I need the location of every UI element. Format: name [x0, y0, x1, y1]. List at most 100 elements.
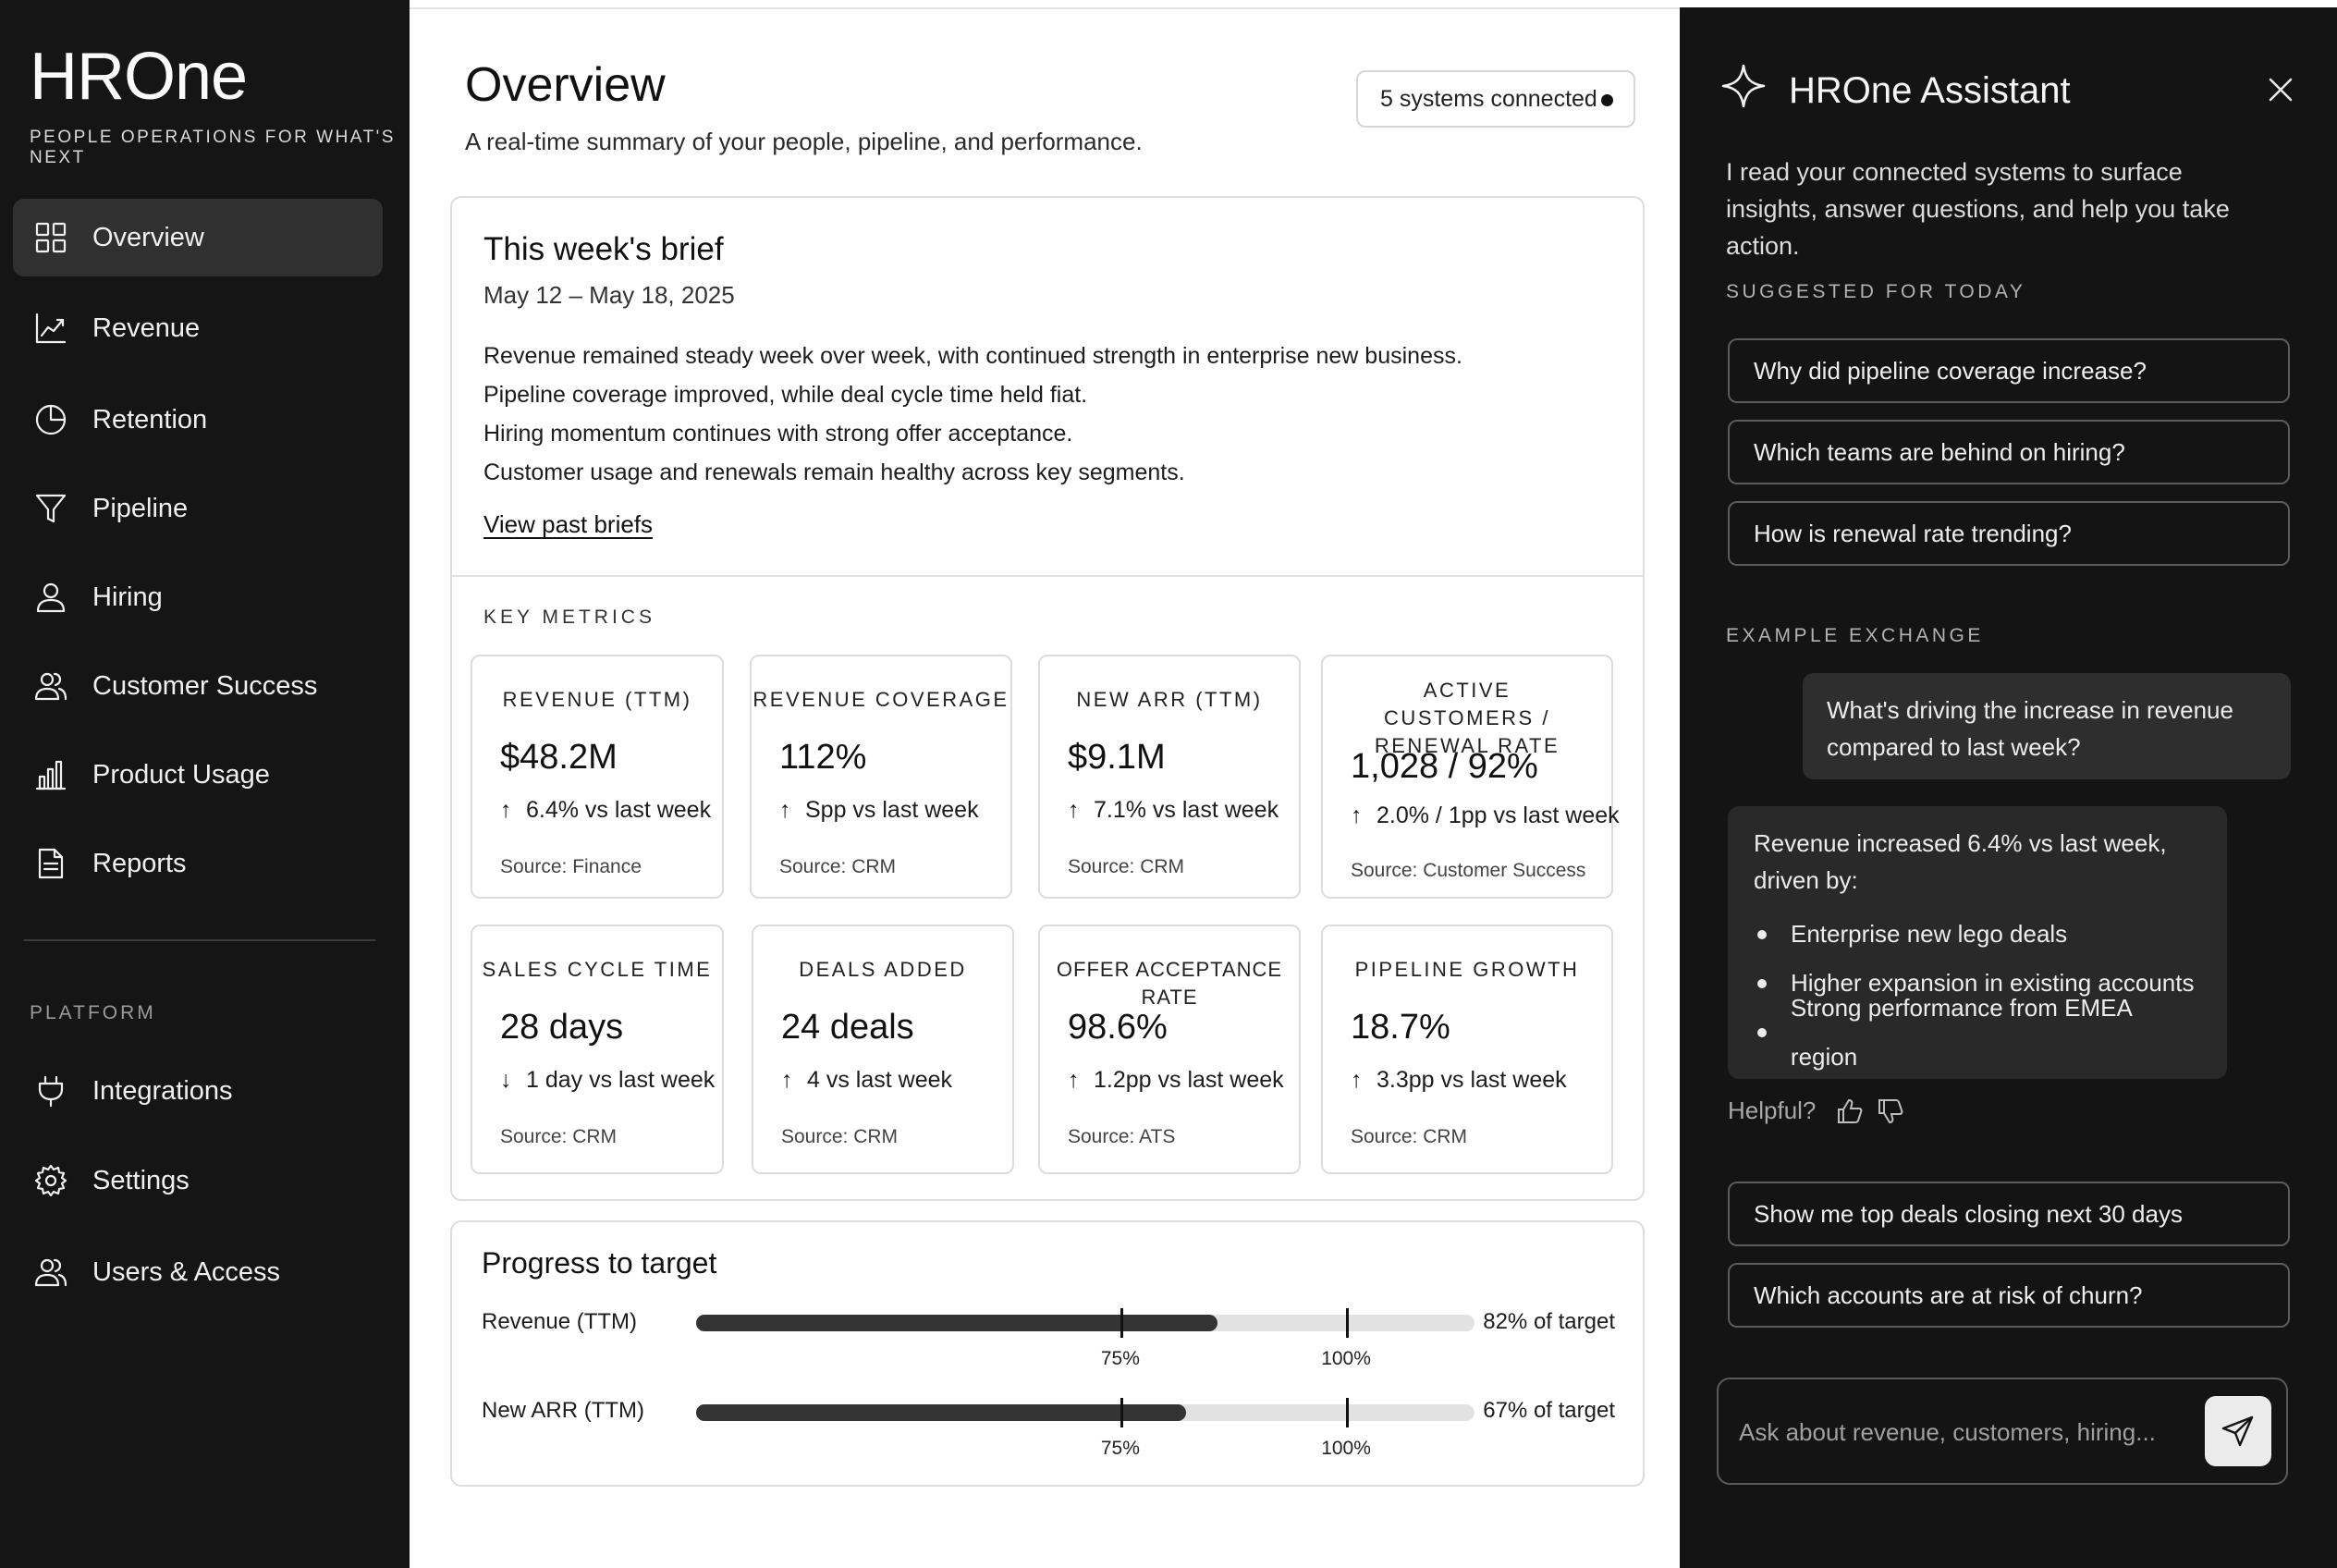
- feedback-row: Helpful?: [1728, 1096, 1904, 1125]
- sidebar-item-integrations[interactable]: Integrations: [13, 1052, 383, 1130]
- metric-label: SALES CYCLE TIME: [482, 958, 713, 981]
- brand-tagline: PEOPLE OPERATIONS FOR WHAT'S NEXT: [30, 128, 396, 167]
- suggestion-button[interactable]: Which teams are behind on hiring?: [1728, 420, 2290, 484]
- grid-icon: [33, 220, 68, 255]
- progress-bar-revenue: 75% 100%: [696, 1308, 1474, 1369]
- send-button[interactable]: [2205, 1396, 2271, 1466]
- metric-source: Source: CRM: [779, 856, 897, 877]
- users-icon: [33, 1255, 68, 1290]
- suggestion-button[interactable]: Why did pipeline coverage increase?: [1728, 338, 2290, 403]
- metric-source: Source: Finance: [500, 856, 642, 877]
- followup-button[interactable]: Show me top deals closing next 30 days: [1728, 1182, 2290, 1246]
- arrow-up-icon: ↑: [500, 797, 512, 823]
- target-marker-label: 100%: [1321, 1438, 1371, 1459]
- status-dot-icon: [1601, 94, 1613, 106]
- page-subtitle: A real-time summary of your people, pipe…: [465, 128, 1143, 155]
- assistant-message-list: Enterprise new lego deals Higher expansi…: [1754, 910, 2201, 1071]
- sidebar-item-product-usage[interactable]: Product Usage: [13, 736, 383, 814]
- assistant-input[interactable]: [1739, 1409, 2183, 1455]
- brief-line: Pipeline coverage improved, while deal c…: [483, 382, 1088, 408]
- view-past-briefs-link[interactable]: View past briefs: [483, 510, 654, 538]
- document-icon: [33, 846, 68, 881]
- plug-icon: [33, 1073, 68, 1109]
- metric-card-revenue-ttm[interactable]: REVENUE (TTM) $48.2M ↑ 6.4% vs last week …: [471, 655, 724, 899]
- metric-value: $48.2M: [500, 738, 618, 777]
- target-marker: [1120, 1398, 1123, 1427]
- close-icon[interactable]: [2267, 76, 2294, 104]
- list-item: Enterprise new lego deals: [1754, 910, 2201, 959]
- list-item: Strong performance from EMEA region: [1754, 994, 2201, 1071]
- target-marker: [1120, 1308, 1123, 1338]
- sidebar-item-label: Customer Success: [92, 670, 318, 701]
- sidebar-item-customer-success[interactable]: Customer Success: [13, 647, 383, 725]
- metric-label: REVENUE COVERAGE: [752, 688, 1009, 711]
- arrow-up-icon: ↑: [1068, 1067, 1080, 1093]
- target-marker-label: 75%: [1100, 1438, 1140, 1459]
- metric-card-pipeline-growth[interactable]: PIPELINE GROWTH 18.7% ↑ 3.3pp vs last wee…: [1321, 925, 1613, 1174]
- assistant-message-intro: Revenue increased 6.4% vs last week, dri…: [1754, 829, 2167, 894]
- sidebar-item-revenue[interactable]: Revenue: [13, 289, 383, 367]
- target-marker-label: 100%: [1321, 1348, 1371, 1369]
- metric-delta: ↑ 4 vs last week: [781, 1067, 953, 1093]
- metric-value: 1,028 / 92%: [1351, 747, 1538, 786]
- sidebar-item-label: Users & Access: [92, 1256, 281, 1287]
- assistant-input-box: [1717, 1378, 2288, 1485]
- arrow-up-icon: ↑: [1068, 797, 1080, 823]
- brief-line: Revenue remained steady week over week, …: [483, 343, 1462, 369]
- metric-card-revenue-coverage[interactable]: REVENUE COVERAGE 112% ↑ Spp vs last week …: [750, 655, 1012, 899]
- metric-card-deals-added[interactable]: DEALS ADDED 24 deals ↑ 4 vs last week Sou…: [752, 925, 1014, 1174]
- progress-row-label: New ARR (TTM): [482, 1398, 644, 1423]
- followup-button[interactable]: Which accounts are at risk of churn?: [1728, 1263, 2290, 1328]
- progress-fill: [696, 1315, 1218, 1331]
- arrow-up-icon: ↑: [779, 797, 791, 823]
- sidebar-item-retention[interactable]: Retention: [13, 381, 383, 459]
- send-icon: [2221, 1415, 2254, 1447]
- metric-value: 112%: [779, 738, 867, 777]
- suggested-section-label: SUGGESTED FOR TODAY: [1726, 281, 2026, 302]
- metric-delta: ↑ 6.4% vs last week: [500, 797, 712, 823]
- metric-value: 98.6%: [1068, 1008, 1168, 1047]
- list-item: Higher expansion in existing accounts: [1754, 959, 2201, 1008]
- brief-line: Hiring momentum continues with strong of…: [483, 421, 1073, 447]
- funnel-icon: [33, 491, 68, 526]
- metric-card-offer-acceptance[interactable]: OFFER ACCEPTANCE RATE 98.6% ↑ 1.2pp vs la…: [1038, 925, 1301, 1174]
- metric-delta: ↓ 1 day vs last week: [500, 1067, 716, 1093]
- assistant-panel: HROne Assistant I read your connected sy…: [1680, 7, 2337, 1568]
- example-section-label: EXAMPLE EXCHANGE: [1726, 625, 1984, 646]
- assistant-intro: I read your connected systems to surface…: [1726, 158, 2230, 260]
- metric-value: 18.7%: [1351, 1008, 1450, 1047]
- brief-title: This week's brief: [483, 231, 724, 267]
- metric-card-active-customers[interactable]: ACTIVE CUSTOMERS / RENEWAL RATE 1,028 / …: [1321, 655, 1620, 899]
- metric-label: REVENUE (TTM): [502, 688, 692, 711]
- progress-to-target-card: Progress to target Revenue (TTM) 75% 100…: [450, 1220, 1645, 1487]
- thumbs-up-icon[interactable]: [1836, 1097, 1864, 1125]
- platform-section-label: PLATFORM: [30, 1002, 156, 1023]
- metric-source: Source: CRM: [1351, 1126, 1468, 1147]
- gear-icon: [33, 1163, 68, 1198]
- sidebar-item-label: Overview: [92, 222, 204, 252]
- sidebar-item-label: Integrations: [92, 1075, 233, 1106]
- sidebar-item-pipeline[interactable]: Pipeline: [13, 470, 383, 547]
- sidebar-item-overview[interactable]: Overview: [13, 199, 383, 276]
- progress-row-label: Revenue (TTM): [482, 1309, 638, 1334]
- sidebar-item-label: Reports: [92, 848, 187, 878]
- metric-source: Source: ATS: [1068, 1126, 1176, 1147]
- bullet-icon: [1757, 929, 1767, 939]
- sidebar-item-users-access[interactable]: Users & Access: [13, 1233, 383, 1311]
- progress-title: Progress to target: [482, 1246, 717, 1280]
- sidebar-item-settings[interactable]: Settings: [13, 1142, 383, 1219]
- systems-connected-badge[interactable]: 5 systems connected: [1356, 70, 1635, 128]
- arrow-down-icon: ↓: [500, 1067, 512, 1093]
- metric-card-new-arr[interactable]: NEW ARR (TTM) $9.1M ↑ 7.1% vs last week S…: [1038, 655, 1301, 899]
- target-marker: [1346, 1308, 1350, 1338]
- sidebar: HROne PEOPLE OPERATIONS FOR WHAT'S NEXT …: [0, 0, 410, 1568]
- metric-source: Source: Customer Success: [1351, 860, 1586, 881]
- metric-card-sales-cycle-time[interactable]: SALES CYCLE TIME 28 days ↓ 1 day vs last …: [471, 925, 724, 1174]
- sidebar-item-hiring[interactable]: Hiring: [13, 558, 383, 636]
- metric-label: PIPELINE GROWTH: [1354, 958, 1580, 981]
- thumbs-down-icon[interactable]: [1877, 1097, 1904, 1125]
- sidebar-item-reports[interactable]: Reports: [13, 825, 383, 902]
- suggestion-button[interactable]: How is renewal rate trending?: [1728, 501, 2290, 566]
- arrow-up-icon: ↑: [1351, 1067, 1363, 1093]
- metric-source: Source: CRM: [1068, 856, 1185, 877]
